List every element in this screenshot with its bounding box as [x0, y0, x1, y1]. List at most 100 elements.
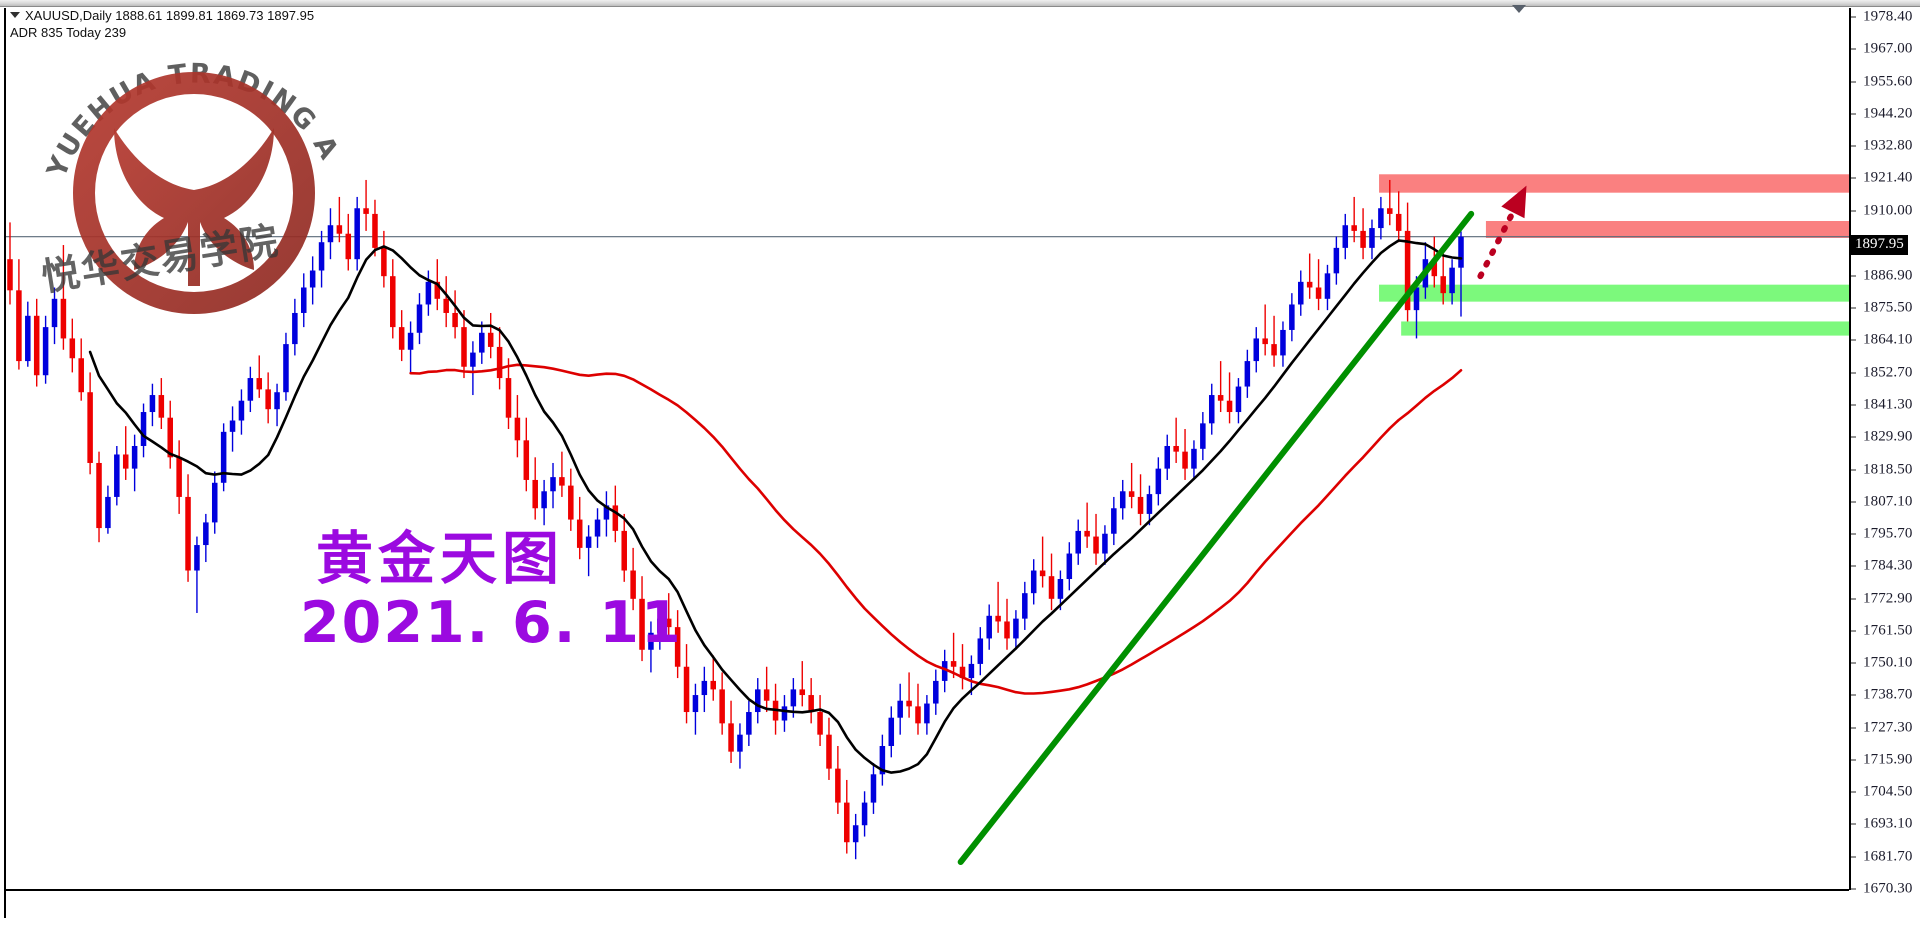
candle-body: [621, 530, 627, 571]
candle-body: [1271, 344, 1277, 356]
price-axis-label: 1761.50: [1863, 622, 1913, 639]
candle-body: [924, 703, 930, 724]
price-axis-label: 1921.40: [1863, 169, 1913, 186]
candle-body: [1253, 338, 1260, 362]
candle-body: [933, 680, 939, 704]
price-axis-label: 1944.20: [1863, 105, 1913, 122]
candle-body: [852, 825, 859, 843]
zone-support-upper[interactable]: [1379, 284, 1849, 302]
date-axis-label: 12 Nov 2020: [0, 908, 927, 925]
projection-arrow-head-icon[interactable]: [1501, 185, 1527, 219]
candle-body: [185, 496, 191, 571]
candle-body: [247, 378, 254, 401]
candle-body: [1289, 304, 1295, 330]
candle-body: [336, 225, 343, 234]
candle-body: [1235, 386, 1242, 413]
candle-body: [1155, 468, 1162, 495]
price-axis-label: 1795.70: [1863, 525, 1913, 542]
price-tick: [1851, 469, 1856, 471]
price-axis-label: 1750.10: [1863, 654, 1913, 671]
price-axis[interactable]: 1978.40 1967.00 1955.60 1944.20 1932.80 1921.…: [1849, 8, 1920, 897]
zone-resistance-lower[interactable]: [1485, 220, 1849, 238]
candle-body: [1351, 225, 1357, 231]
candle-body: [149, 395, 156, 413]
candle-body: [603, 505, 610, 520]
chart-plot-area[interactable]: [6, 9, 1849, 889]
projection-arrow-shaft[interactable]: [1477, 202, 1520, 280]
candlestick-series[interactable]: [7, 179, 1464, 860]
candle-body: [309, 270, 316, 288]
candle-body: [363, 208, 369, 214]
candle-body: [78, 358, 84, 393]
candle-body: [1324, 273, 1331, 299]
candle-body: [1048, 576, 1055, 599]
price-tick: [1851, 177, 1856, 179]
candle-body: [7, 259, 13, 291]
candle-body: [479, 332, 485, 353]
price-tick: [1851, 48, 1856, 50]
date-axis-label: 3 Nov 2020: [0, 891, 927, 908]
candle-body: [1315, 287, 1322, 299]
candle-body: [496, 346, 503, 379]
candle-body: [514, 417, 521, 441]
price-tick: [1851, 501, 1856, 503]
candle-body: [657, 618, 663, 633]
candle-body: [995, 615, 1001, 622]
price-tick: [1851, 662, 1856, 664]
candle-body: [398, 327, 405, 350]
candle-body: [781, 706, 788, 721]
candle-body: [1458, 236, 1464, 268]
price-axis-label: 1932.80: [1863, 137, 1913, 154]
candle-body: [434, 281, 441, 299]
candle-body: [835, 768, 841, 803]
candle-body: [1022, 593, 1028, 619]
candle-body: [968, 663, 975, 679]
candle-body: [1208, 395, 1215, 424]
candle-body: [719, 689, 725, 724]
candle-body: [443, 298, 449, 313]
price-axis-label: 1829.90: [1863, 428, 1913, 445]
candle-body: [301, 287, 307, 313]
candle-body: [60, 298, 67, 339]
candle-body: [674, 627, 681, 667]
uptrend-line[interactable]: [957, 210, 1475, 866]
candle-body: [790, 689, 797, 707]
candle-body: [1039, 570, 1046, 577]
price-tick: [1851, 856, 1856, 858]
candle-body: [710, 680, 717, 690]
candle-body: [452, 312, 458, 328]
price-axis-label: 1715.90: [1863, 751, 1913, 768]
price-axis-label: 1978.40: [1863, 8, 1913, 25]
candle-body: [1013, 618, 1019, 639]
price-tick: [1851, 436, 1856, 438]
price-axis-label: 1681.70: [1863, 848, 1913, 865]
price-tick: [1851, 307, 1856, 309]
candle-body: [470, 352, 476, 367]
candle-body: [416, 304, 423, 333]
chart-scroll-marker-icon[interactable]: [1512, 5, 1526, 13]
candle-body: [1030, 570, 1037, 594]
candle-body: [1066, 553, 1073, 580]
candle-body: [728, 723, 734, 752]
zone-support-lower[interactable]: [1401, 321, 1849, 336]
time-axis[interactable]: 3 Nov 202012 Nov 202022 Nov 20201 Dec 20…: [4, 889, 1849, 927]
candle-body: [1378, 208, 1384, 229]
candle-body: [42, 327, 49, 376]
price-axis-label: 1841.30: [1863, 396, 1913, 413]
price-axis-label: 1864.10: [1863, 331, 1913, 348]
candle-body: [826, 734, 832, 769]
candle-body: [327, 225, 334, 243]
candle-body: [1128, 491, 1135, 497]
candle-body: [1244, 361, 1251, 387]
price-tick: [1851, 533, 1856, 535]
candle-body: [220, 431, 227, 483]
price-tick: [1851, 339, 1856, 341]
candle-body: [176, 457, 182, 497]
price-axis-label: 1967.00: [1863, 40, 1913, 57]
zone-resistance-upper[interactable]: [1379, 174, 1849, 193]
candle-body: [87, 392, 93, 463]
price-tick: [1851, 81, 1856, 83]
candle-body: [407, 332, 414, 350]
candle-body: [51, 298, 58, 328]
price-tick: [1851, 598, 1856, 600]
